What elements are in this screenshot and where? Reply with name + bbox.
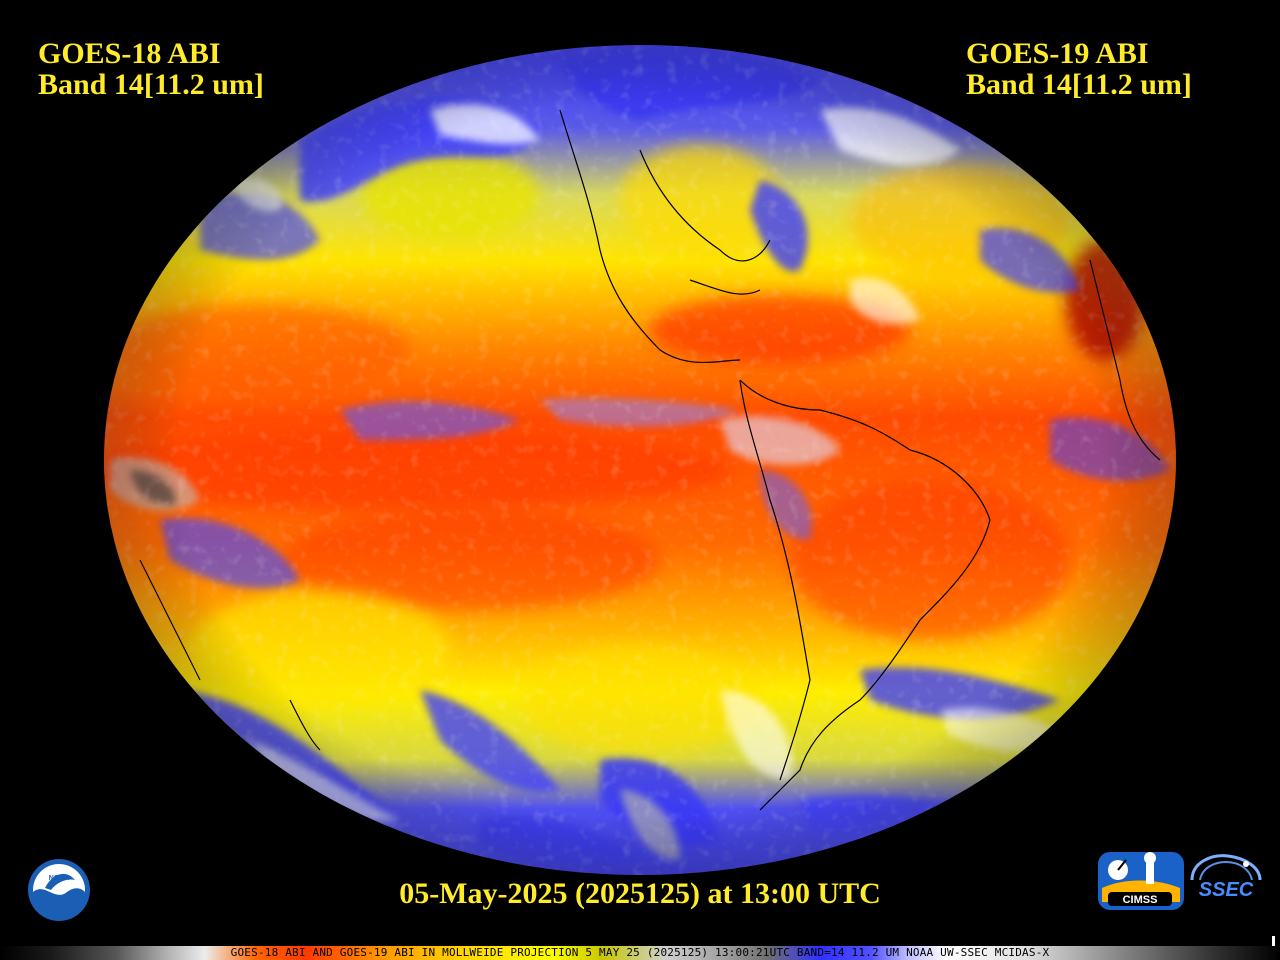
timestamp-label: 05-May-2025 (2025125) at 13:00 UTC bbox=[399, 877, 881, 910]
title-left-band: Band 14[11.2 um] bbox=[38, 68, 264, 101]
ssec-logo-text: SSEC bbox=[1199, 879, 1254, 901]
cimss-logo-text: CIMSS bbox=[1123, 894, 1158, 906]
title-left: GOES-18 ABI Band 14[11.2 um] bbox=[38, 38, 264, 100]
ssec-logo: SSEC bbox=[1190, 854, 1262, 901]
footer-caption: GOES-18 ABI AND GOES-19 ABI IN MOLLWEIDE… bbox=[230, 946, 1050, 959]
noaa-logo-text: NOAA bbox=[49, 875, 70, 882]
title-left-satellite: GOES-18 ABI bbox=[38, 37, 221, 70]
corner-marker bbox=[1272, 936, 1275, 946]
noaa-logo: NOAA bbox=[28, 859, 90, 921]
cimss-logo: CIMSS bbox=[1098, 852, 1184, 910]
title-right: GOES-19 ABI Band 14[11.2 um] bbox=[966, 38, 1192, 100]
title-right-satellite: GOES-19 ABI bbox=[966, 37, 1149, 70]
title-right-band: Band 14[11.2 um] bbox=[966, 68, 1192, 101]
temperature-colorbar bbox=[0, 946, 1280, 960]
